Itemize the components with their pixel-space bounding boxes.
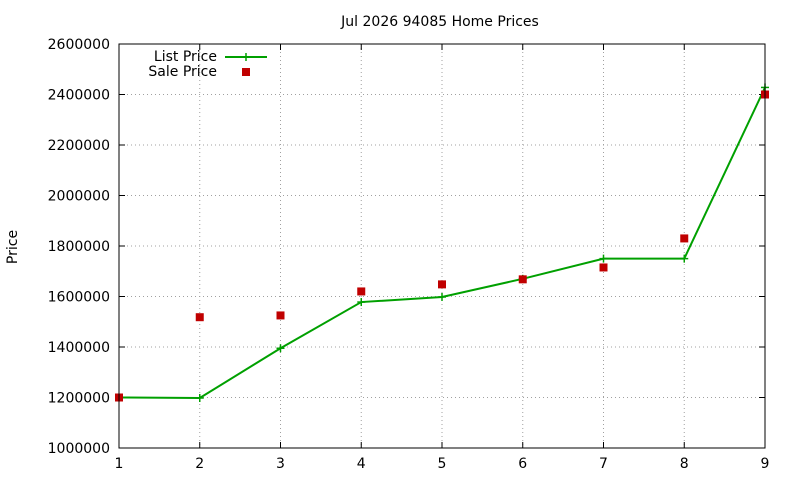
x-tick-label: 5 [438, 456, 447, 472]
y-tick-label: 1600000 [48, 290, 110, 306]
plot-frame [118, 43, 766, 449]
chart-title: Jul 2026 94085 Home Prices [340, 14, 539, 30]
x-tick-label: 3 [276, 456, 285, 472]
legend-label-list-price: List Price [154, 49, 217, 65]
sale-price-point [438, 280, 446, 289]
x-tick-label: 4 [357, 456, 366, 472]
list-price-point [357, 298, 366, 307]
y-tick-label: 1200000 [48, 391, 110, 407]
x-tick-label: 2 [195, 456, 204, 472]
y-tick-label: 2200000 [48, 138, 110, 154]
list-price-point [599, 254, 608, 263]
legend-marker-sale-price [242, 68, 250, 76]
y-tick-label: 2000000 [48, 189, 110, 205]
series-layer [115, 83, 769, 403]
legend-marker-list-price [242, 53, 250, 61]
sale-price-point [518, 275, 527, 284]
list-price-point [438, 293, 446, 302]
x-axis-ticks: 1 2 3 4 5 6 7 8 9 [115, 44, 770, 472]
y-tick-label: 2600000 [48, 37, 110, 53]
sale-price-point [276, 311, 285, 320]
y-tick-label: 1000000 [48, 441, 110, 457]
list-price-point [276, 344, 285, 353]
list-price-point [195, 394, 204, 403]
sale-price-point [195, 313, 204, 322]
x-tick-label: 6 [518, 456, 527, 472]
y-tick-label: 2400000 [48, 88, 110, 104]
x-tick-label: 1 [115, 456, 124, 472]
list-price-point [680, 254, 689, 263]
legend-label-sale-price: Sale Price [148, 64, 217, 80]
grid-lines [119, 44, 765, 448]
x-tick-label: 8 [680, 456, 689, 472]
sale-price-point [599, 263, 608, 272]
y-tick-label: 1800000 [48, 239, 110, 255]
list-price-line [118, 87, 766, 400]
sale-price-point [680, 234, 689, 243]
y-axis-label: Price [5, 230, 21, 264]
y-tick-label: 1400000 [48, 340, 110, 356]
x-tick-label: 9 [761, 456, 770, 472]
y-axis-ticks: 1000000 1200000 1400000 1600000 1800000 20000… [48, 37, 765, 457]
sale-price-point [357, 287, 366, 296]
x-tick-label: 7 [599, 456, 608, 472]
